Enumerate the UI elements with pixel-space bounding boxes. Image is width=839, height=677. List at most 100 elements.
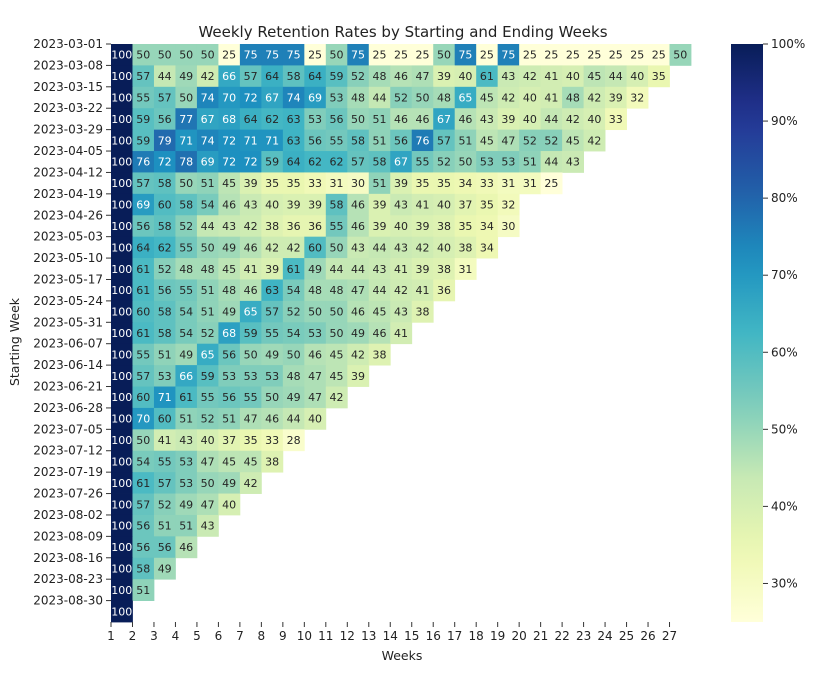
cell-label: 57: [265, 306, 279, 319]
cell-label: 50: [308, 306, 322, 319]
heatmap-cell: [132, 129, 155, 152]
cell-label: 100: [111, 455, 132, 468]
y-tick-label: 2023-05-17: [33, 272, 103, 286]
cell-label: 56: [222, 391, 236, 404]
heatmap-cell: [132, 386, 155, 409]
heatmap-cell: [175, 343, 198, 366]
heatmap-cell: [153, 215, 176, 238]
cell-label: 59: [136, 113, 150, 126]
cell-label: 58: [351, 134, 365, 147]
cell-label: 44: [373, 92, 387, 105]
heatmap-cell: [196, 493, 219, 516]
heatmap-cell: [433, 108, 456, 131]
cell-label: 66: [222, 70, 236, 83]
cell-label: 59: [265, 156, 279, 169]
cell-label: 42: [587, 134, 601, 147]
heatmap-cell: [390, 65, 413, 88]
cell-label: 51: [373, 177, 387, 190]
cell-label: 40: [587, 113, 601, 126]
heatmap-cell: [540, 129, 563, 152]
heatmap-cell: [433, 236, 456, 259]
cell-label: 49: [179, 498, 193, 511]
x-tick-label: 4: [172, 629, 180, 643]
cell-label: 64: [287, 156, 301, 169]
heatmap-cell: [347, 172, 370, 195]
cell-label: 32: [630, 92, 644, 105]
heatmap-cell: [218, 65, 241, 88]
heatmap-cell: [175, 386, 198, 409]
heatmap-cell: [497, 215, 520, 238]
cell-label: 44: [373, 284, 387, 297]
cell-label: 38: [437, 220, 451, 233]
cell-label: 46: [244, 241, 258, 254]
heatmap-cell: [454, 65, 477, 88]
cell-label: 46: [415, 113, 429, 126]
cell-label: 42: [587, 92, 601, 105]
heatmap-cell: [540, 86, 563, 109]
heatmap-cell: [132, 429, 155, 452]
heatmap-cell: [218, 258, 241, 280]
heatmap-cell: [433, 258, 456, 280]
cell-label: 57: [244, 70, 258, 83]
cell-label: 49: [351, 327, 365, 340]
cell-label: 46: [244, 284, 258, 297]
cell-label: 100: [111, 70, 132, 83]
heatmap-cell: [111, 172, 133, 195]
cell-label: 53: [265, 370, 279, 383]
cell-label: 50: [287, 348, 301, 361]
x-tick-label: 12: [340, 629, 355, 643]
cell-label: 41: [244, 263, 258, 276]
heatmap-cell: [132, 407, 155, 430]
cell-label: 100: [111, 498, 132, 511]
heatmap-cell: [218, 44, 241, 66]
cell-label: 48: [201, 263, 215, 276]
y-tick-label: 2023-08-09: [33, 529, 103, 543]
cell-label: 37: [458, 199, 472, 212]
heatmap-cell: [153, 429, 176, 452]
cell-label: 67: [394, 156, 408, 169]
heatmap-cell: [196, 108, 219, 131]
cell-label: 42: [394, 284, 408, 297]
cell-label: 72: [222, 156, 236, 169]
cell-label: 33: [480, 177, 494, 190]
heatmap-cell: [519, 129, 542, 152]
x-axis-ticks: 1 2 3 4 5 6 7 8 9 10 11 12 13 14 15 16 17 18 19 20 21 22 23 24 2…: [107, 622, 677, 643]
heatmap-cell: [132, 44, 155, 66]
cell-label: 34: [480, 241, 494, 254]
cell-label: 71: [244, 134, 258, 147]
heatmap-cell: [175, 86, 198, 109]
cell-label: 72: [222, 134, 236, 147]
cell-label: 59: [244, 327, 258, 340]
heatmap-cell: [325, 215, 348, 238]
heatmap-cell: [304, 193, 327, 216]
heatmap-cell: [111, 65, 133, 88]
cell-label: 58: [287, 70, 301, 83]
cell-label: 52: [351, 70, 365, 83]
heatmap-cell: [111, 429, 133, 452]
cell-label: 51: [201, 284, 215, 297]
cell-label: 52: [287, 306, 301, 319]
heatmap-cell: [304, 343, 327, 366]
cell-label: 78: [179, 156, 193, 169]
colorbar-tick-label: 30%: [771, 576, 798, 590]
cell-label: 45: [222, 455, 236, 468]
heatmap-cell: [562, 108, 584, 131]
cell-label: 50: [136, 434, 150, 447]
cell-label: 100: [111, 434, 132, 447]
colorbar: [731, 44, 763, 622]
heatmap-cell: [304, 129, 327, 152]
cell-label: 100: [111, 156, 132, 169]
cell-label: 46: [394, 113, 408, 126]
cell-label: 48: [566, 92, 580, 105]
heatmap-cell: [196, 450, 219, 473]
cell-label: 39: [265, 263, 279, 276]
heatmap-cell: [153, 172, 176, 195]
heatmap-cell: [368, 86, 391, 109]
heatmap-cell: [347, 322, 370, 345]
cell-label: 42: [244, 477, 258, 490]
cell-label: 38: [437, 263, 451, 276]
cell-label: 52: [437, 156, 451, 169]
heatmap-cell: [368, 236, 391, 259]
cell-label: 74: [201, 134, 215, 147]
cell-label: 39: [287, 199, 301, 212]
